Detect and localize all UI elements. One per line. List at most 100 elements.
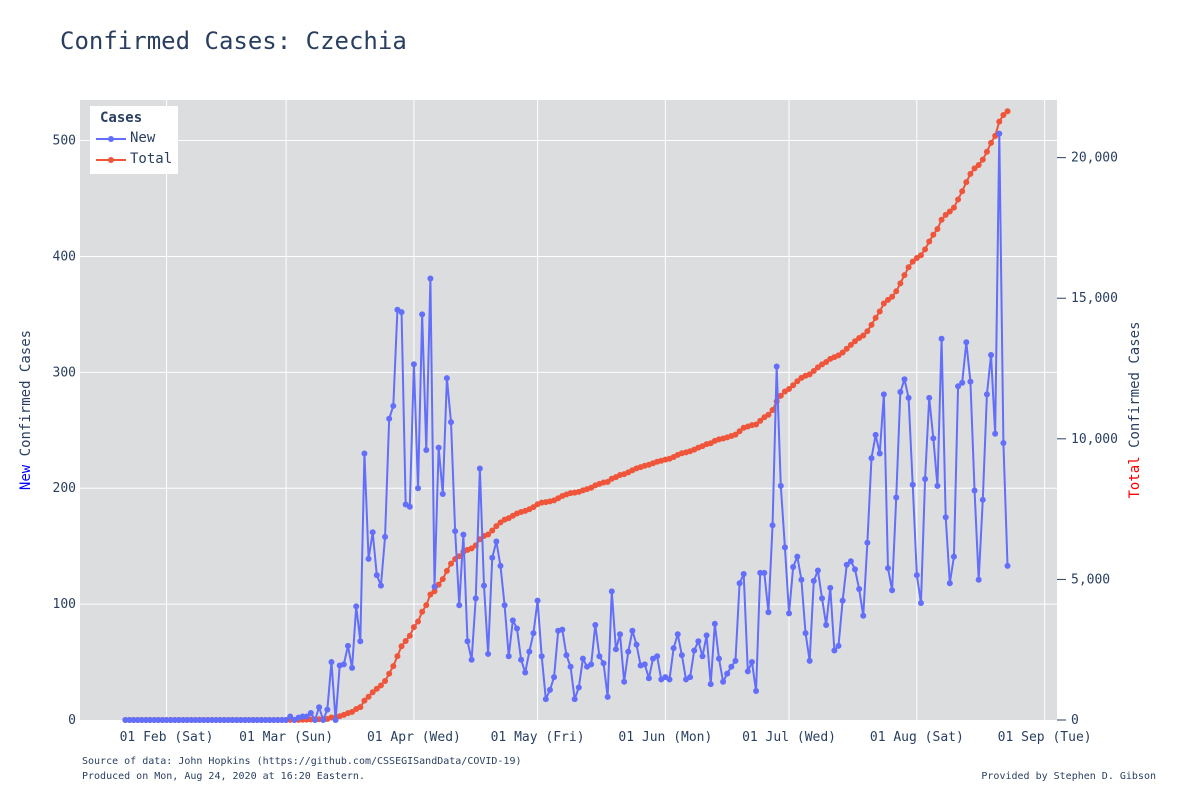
data-point-new[interactable] [736,580,743,587]
data-point-new[interactable] [373,572,380,579]
data-point-new[interactable] [798,576,805,583]
data-point-new[interactable] [439,491,446,498]
data-point-new[interactable] [938,335,945,342]
data-point-total[interactable] [963,179,970,186]
data-point-total[interactable] [901,272,908,279]
data-point-new[interactable] [806,657,813,664]
data-point-new[interactable] [992,430,999,437]
data-point-new[interactable] [641,661,648,668]
data-point-new[interactable] [435,444,442,451]
data-point-new[interactable] [303,713,310,720]
data-point-new[interactable] [361,450,368,457]
data-point-new[interactable] [666,676,673,683]
data-point-new[interactable] [546,686,553,693]
data-point-total[interactable] [975,161,982,168]
data-point-new[interactable] [213,717,220,723]
data-point-new[interactable] [670,645,677,652]
data-point-new[interactable] [307,710,314,717]
data-point-new[interactable] [732,657,739,664]
data-point-total[interactable] [926,238,933,245]
data-point-new[interactable] [480,582,487,589]
data-point-new[interactable] [398,309,405,316]
data-point-new[interactable] [864,539,871,546]
data-point-total[interactable] [419,608,426,615]
data-point-total[interactable] [930,231,937,238]
data-point-total[interactable] [790,382,797,389]
data-point-new[interactable] [629,627,636,634]
data-point-total[interactable] [814,364,821,371]
data-point-total[interactable] [979,156,986,163]
data-point-new[interactable] [258,717,265,723]
data-point-new[interactable] [588,661,595,668]
data-point-new[interactable] [988,351,995,358]
data-point-new[interactable] [250,717,257,723]
data-point-new[interactable] [559,626,566,633]
data-point-new[interactable] [204,717,211,723]
data-point-new[interactable] [926,394,933,401]
data-point-new[interactable] [810,577,817,584]
data-point-new[interactable] [790,564,797,571]
data-point-total[interactable] [485,531,492,538]
data-point-new[interactable] [814,567,821,574]
data-point-new[interactable] [1000,440,1007,447]
data-point-new[interactable] [753,688,760,695]
data-point-new[interactable] [270,717,277,723]
data-point-new[interactable] [200,717,207,723]
data-point-new[interactable] [427,275,434,282]
data-point-new[interactable] [369,529,376,536]
data-point-new[interactable] [167,717,174,723]
data-point-total[interactable] [959,188,966,195]
data-point-new[interactable] [386,415,393,422]
data-point-total[interactable] [988,139,995,146]
data-point-new[interactable] [975,576,982,583]
data-point-total[interactable] [950,204,957,211]
data-point-total[interactable] [971,165,978,172]
data-point-new[interactable] [608,588,615,595]
data-point-new[interactable] [274,717,281,723]
data-point-total[interactable] [777,392,784,399]
data-point-new[interactable] [221,717,228,723]
data-point-new[interactable] [600,660,607,667]
data-point-new[interactable] [860,612,867,619]
data-point-new[interactable] [151,717,158,723]
data-point-total[interactable] [753,421,760,428]
data-point-total[interactable] [493,523,500,530]
data-point-total[interactable] [880,300,887,307]
data-point-total[interactable] [852,338,858,345]
data-point-total[interactable] [443,567,450,574]
data-point-total[interactable] [794,378,801,385]
data-point-total[interactable] [390,663,397,670]
data-point-total[interactable] [423,602,430,609]
data-point-new[interactable] [353,603,360,610]
data-point-new[interactable] [674,631,681,638]
data-point-total[interactable] [365,693,372,700]
data-point-new[interactable] [720,678,727,685]
data-point-new[interactable] [311,717,318,723]
data-point-total[interactable] [357,704,364,711]
data-point-new[interactable] [847,558,854,565]
data-point-total[interactable] [868,321,875,328]
data-point-new[interactable] [773,363,780,370]
data-point-new[interactable] [884,565,891,572]
data-point-total[interactable] [386,670,393,677]
data-point-new[interactable] [711,620,718,627]
data-point-new[interactable] [522,669,529,676]
data-point-total[interactable] [905,264,912,271]
data-point-new[interactable] [279,717,285,723]
data-point-new[interactable] [551,674,558,681]
data-point-new[interactable] [740,570,747,577]
data-point-new[interactable] [192,717,199,723]
data-point-new[interactable] [575,684,582,691]
data-point-new[interactable] [757,569,764,576]
data-point-new[interactable] [134,717,141,723]
data-point-new[interactable] [344,642,351,649]
data-point-new[interactable] [365,555,372,562]
data-point-total[interactable] [410,624,417,631]
data-point-new[interactable] [707,681,714,688]
data-point-new[interactable] [509,617,516,624]
data-point-new[interactable] [138,717,145,723]
data-point-new[interactable] [819,595,826,602]
data-point-total[interactable] [382,678,389,684]
data-point-total[interactable] [897,280,904,287]
data-point-new[interactable] [567,663,574,670]
